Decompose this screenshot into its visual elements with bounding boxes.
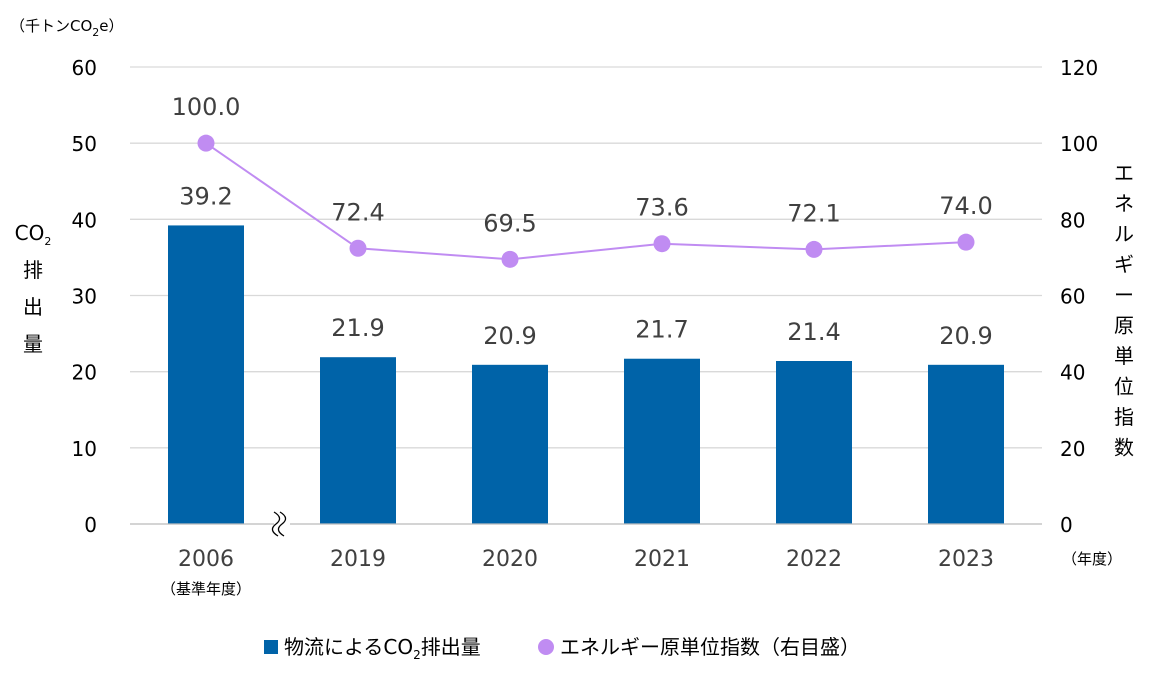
axis-break-mark <box>271 511 281 537</box>
legend-bar-label: 物流によるCO2排出量 <box>284 635 481 662</box>
y-tick-right: 80 <box>1060 208 1085 232</box>
bar-label: 39.2 <box>179 182 232 210</box>
y-axis-label-right: ル <box>1114 222 1134 246</box>
y-tick-left: 50 <box>72 132 97 156</box>
line-point-2019 <box>349 239 367 257</box>
legend-line-swatch <box>538 639 554 655</box>
bar-label: 21.9 <box>331 314 384 342</box>
line-point-2006 <box>197 134 215 152</box>
y-tick-right: 120 <box>1060 56 1098 80</box>
x-axis-unit: （年度） <box>1062 550 1122 568</box>
bar-2022 <box>776 361 852 524</box>
bar-label: 20.9 <box>483 322 536 350</box>
y-tick-right: 60 <box>1060 285 1085 309</box>
x-tick-label: 2021 <box>634 547 690 572</box>
gridlines <box>130 66 1042 525</box>
y-axis-label-right: 単 <box>1114 344 1134 368</box>
y-axis-unit: （千トンCO2e） <box>10 17 124 39</box>
y-tick-left: 20 <box>72 361 97 385</box>
y-axis-label-left: 量 <box>23 332 43 356</box>
x-tick-label: 2020 <box>482 547 538 572</box>
line-series <box>197 134 975 268</box>
y-axis-label-left: CO2 <box>15 221 52 248</box>
x-tick-label: 2019 <box>330 547 386 572</box>
y-tick-right: 100 <box>1060 132 1098 156</box>
y-axis-label-left: 排 <box>23 258 43 282</box>
y-tick-left: 60 <box>72 56 97 80</box>
line-point-2021 <box>653 235 671 253</box>
line-point-2020 <box>501 250 519 268</box>
data-labels: 39.2 21.9 20.9 21.7 21.4 20.9 100.0 72.4 69.5 73.… <box>172 93 993 350</box>
x-tick-label: 2023 <box>938 547 994 572</box>
line-label: 72.1 <box>787 199 840 227</box>
legend-bar-swatch <box>264 640 278 654</box>
legend-line-label: エネルギー原単位指数（右目盛） <box>560 635 860 659</box>
bar-label: 21.7 <box>635 316 688 344</box>
y-tick-left: 40 <box>72 208 97 232</box>
bar-2006 <box>168 225 244 524</box>
x-tick-label: 2022 <box>786 547 842 572</box>
legend: 物流によるCO2排出量 エネルギー原単位指数（右目盛） <box>264 635 860 662</box>
line-point-2022 <box>805 240 823 258</box>
axis-break-mark <box>277 511 287 537</box>
y-axis-label-right: 原 <box>1114 314 1134 338</box>
line-label: 100.0 <box>172 93 241 121</box>
x-tick-sublabel: （基準年度） <box>161 580 251 598</box>
y-axis-label-right: ネ <box>1114 192 1134 216</box>
bar-2020 <box>472 364 548 524</box>
y-axis-label-right: 位 <box>1114 375 1134 399</box>
y-tick-right: 40 <box>1060 361 1085 385</box>
bar-2021 <box>624 358 700 524</box>
y-tick-right: 0 <box>1060 513 1073 537</box>
axes: 0 10 20 30 40 50 60 0 20 40 60 80 100 120 2006 （基準年度） 20… <box>10 17 1134 598</box>
y-axis-label-right: ー <box>1114 283 1134 307</box>
line-label: 69.5 <box>483 209 536 237</box>
bar-label: 20.9 <box>939 322 992 350</box>
y-axis-label-right: エ <box>1114 161 1134 185</box>
y-tick-left: 0 <box>84 513 97 537</box>
line-label: 73.6 <box>635 194 688 222</box>
y-tick-left: 10 <box>72 437 97 461</box>
y-axis-label-right: 数 <box>1114 436 1134 460</box>
bar-2023 <box>928 364 1004 524</box>
line-label: 74.0 <box>939 192 992 220</box>
y-tick-left: 30 <box>72 285 97 309</box>
bar-2019 <box>320 357 396 524</box>
index-line <box>205 142 967 261</box>
y-tick-right: 20 <box>1060 437 1085 461</box>
line-point-2023 <box>957 233 975 251</box>
bar-label: 21.4 <box>787 318 840 346</box>
y-axis-label-right: ギ <box>1114 253 1134 277</box>
y-axis-label-right: 指 <box>1114 405 1134 429</box>
line-label: 72.4 <box>331 198 384 226</box>
bar-series <box>168 225 1004 524</box>
y-axis-label-left: 出 <box>23 295 43 319</box>
x-tick-label: 2006 <box>178 547 234 572</box>
